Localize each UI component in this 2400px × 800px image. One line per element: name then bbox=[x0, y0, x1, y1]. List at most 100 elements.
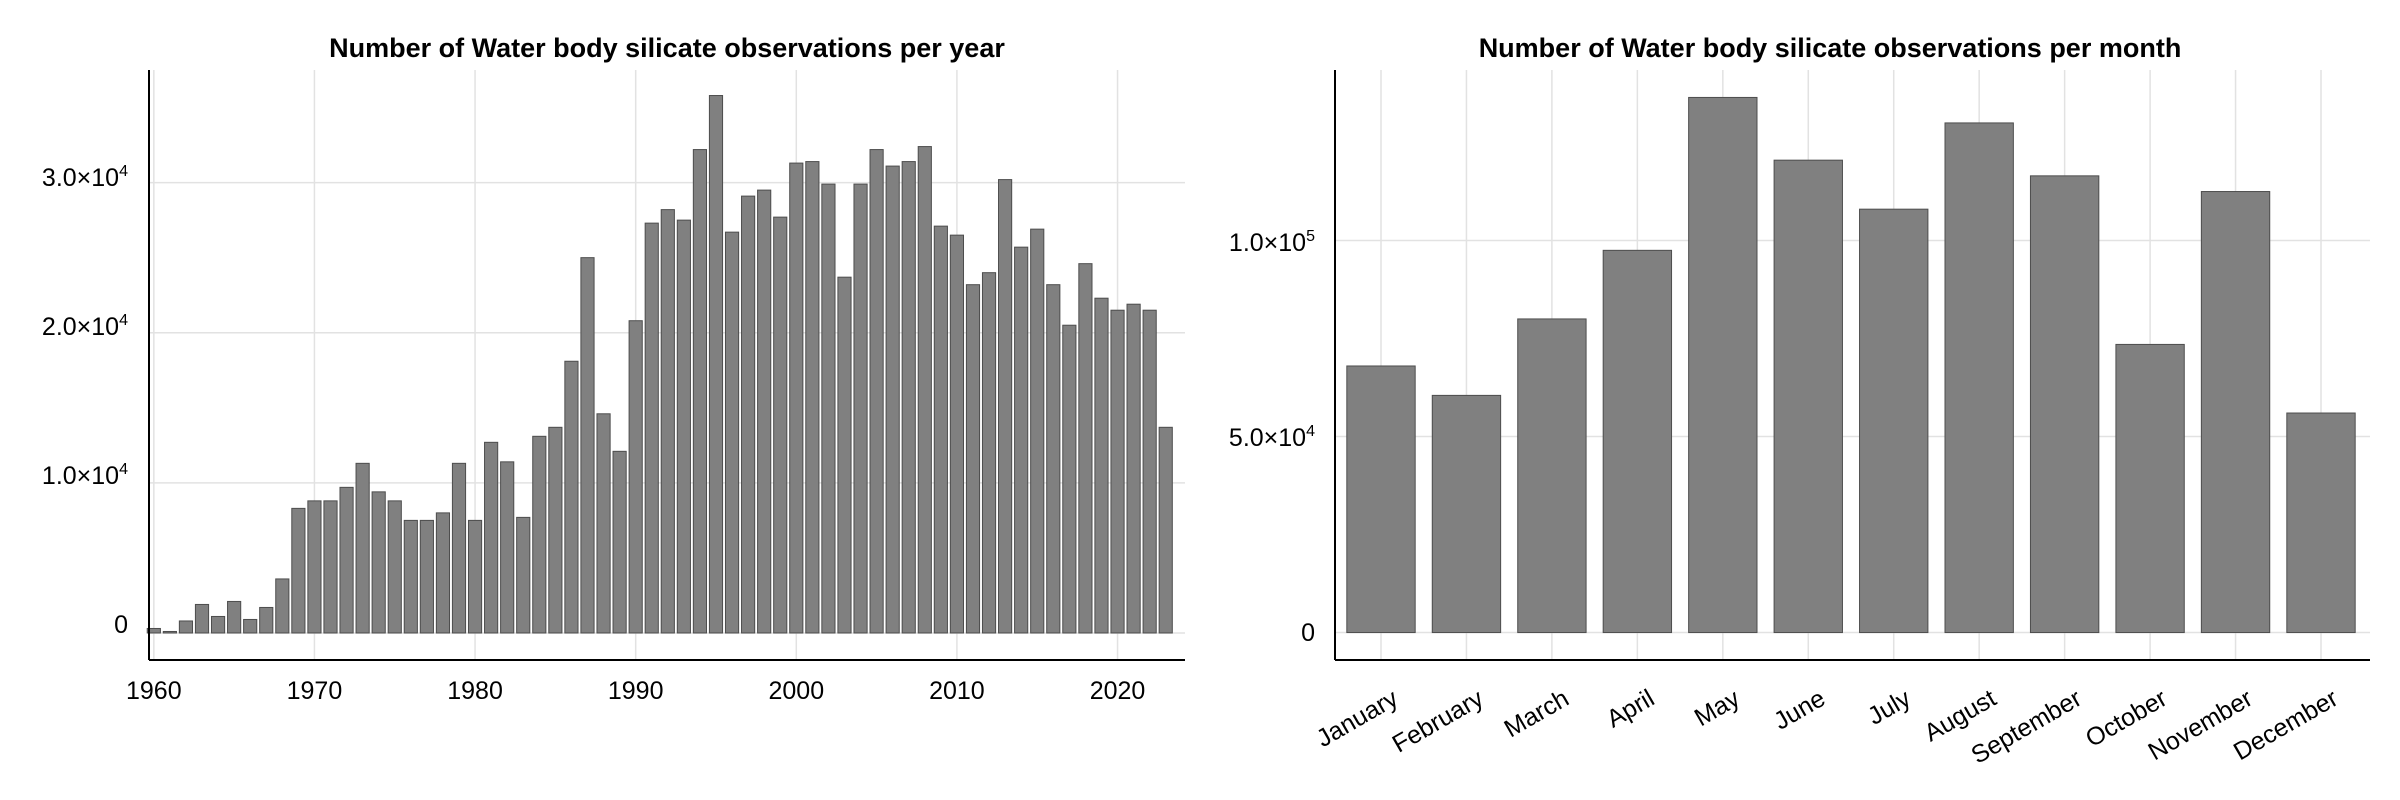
bar-1975 bbox=[387, 500, 402, 634]
bar-1982 bbox=[500, 461, 515, 634]
y-tick-label: 0 bbox=[114, 611, 128, 639]
bar-1987 bbox=[580, 257, 595, 634]
x-tick-label: January bbox=[1312, 684, 1403, 753]
bar-november bbox=[2200, 191, 2271, 634]
bar-1990 bbox=[628, 320, 643, 634]
bar-1980 bbox=[467, 519, 483, 634]
bar-2005 bbox=[869, 149, 884, 634]
bar-1993 bbox=[676, 219, 691, 634]
bar-april bbox=[1602, 249, 1673, 634]
bar-1995 bbox=[708, 95, 724, 634]
bar-2018 bbox=[1078, 263, 1093, 634]
bar-1984 bbox=[532, 435, 547, 634]
bar-december bbox=[2286, 412, 2356, 634]
bar-1989 bbox=[612, 450, 627, 634]
bar-october bbox=[2115, 343, 2185, 634]
bar-1964 bbox=[210, 615, 226, 634]
x-tick-label: 2000 bbox=[768, 677, 824, 705]
bar-1991 bbox=[644, 222, 659, 634]
bar-1974 bbox=[371, 491, 386, 634]
bar-1992 bbox=[660, 209, 675, 634]
x-tick-label: March bbox=[1500, 684, 1574, 743]
bar-1985 bbox=[548, 426, 563, 634]
bar-2006 bbox=[885, 165, 900, 634]
bar-2021 bbox=[1126, 303, 1141, 634]
bar-1967 bbox=[259, 606, 274, 634]
bar-2022 bbox=[1142, 309, 1157, 634]
x-tick-label: July bbox=[1863, 684, 1916, 731]
x-tick-label: February bbox=[1388, 684, 1489, 759]
bar-2015 bbox=[1030, 228, 1045, 634]
bar-1988 bbox=[596, 413, 611, 634]
bar-1970 bbox=[307, 500, 322, 634]
bar-1981 bbox=[484, 441, 499, 634]
monthly-y-ticks: 0 5.0×104 1.0×105 bbox=[1229, 228, 1315, 647]
bar-march bbox=[1517, 318, 1587, 634]
bar-1960 bbox=[146, 627, 161, 634]
x-tick-label: 1970 bbox=[287, 677, 343, 705]
x-tick-label: June bbox=[1769, 684, 1830, 735]
yearly-bars bbox=[146, 95, 1173, 634]
bar-august bbox=[1944, 122, 2014, 634]
bar-2000 bbox=[789, 162, 804, 634]
bar-1998 bbox=[757, 189, 772, 634]
y-tick-label: 3.0×104 bbox=[42, 163, 128, 192]
bar-2014 bbox=[1014, 246, 1029, 634]
bar-2016 bbox=[1046, 284, 1061, 634]
bar-1994 bbox=[692, 149, 708, 634]
bar-2001 bbox=[805, 161, 820, 634]
bar-2013 bbox=[998, 179, 1013, 634]
bar-july bbox=[1859, 208, 1929, 634]
bar-1968 bbox=[275, 578, 290, 634]
bar-june bbox=[1773, 159, 1843, 634]
y-tick-label: 5.0×104 bbox=[1229, 423, 1315, 452]
bar-1961 bbox=[162, 630, 177, 634]
bar-2004 bbox=[853, 183, 868, 634]
yearly-x-ticks: 1960 1970 1980 1990 2000 2010 2020 bbox=[126, 677, 1145, 705]
bar-2020 bbox=[1110, 309, 1125, 634]
bar-2009 bbox=[933, 225, 948, 634]
bar-2002 bbox=[821, 183, 836, 634]
bar-may bbox=[1688, 96, 1758, 634]
bar-1979 bbox=[451, 462, 467, 634]
bar-september bbox=[2029, 175, 2100, 634]
x-tick-label: 2020 bbox=[1090, 677, 1146, 705]
monthly-bars bbox=[1346, 96, 2356, 634]
x-tick-label: 2010 bbox=[929, 677, 985, 705]
bar-2019 bbox=[1094, 297, 1109, 634]
bar-2003 bbox=[837, 276, 852, 634]
yearly-chart-title: Number of Water body silicate observatio… bbox=[329, 33, 1005, 63]
bar-1962 bbox=[178, 620, 194, 634]
bar-1973 bbox=[355, 462, 370, 634]
yearly-y-ticks: 0 1.0×104 2.0×104 3.0×104 bbox=[42, 163, 128, 639]
bar-2017 bbox=[1062, 324, 1077, 634]
bar-1977 bbox=[419, 519, 434, 634]
y-tick-label: 1.0×105 bbox=[1229, 228, 1315, 257]
bar-1963 bbox=[194, 603, 210, 634]
y-tick-label: 2.0×104 bbox=[42, 312, 128, 341]
y-tick-label: 1.0×104 bbox=[42, 461, 128, 490]
bar-1986 bbox=[564, 360, 579, 634]
bar-1999 bbox=[773, 216, 788, 634]
bar-2007 bbox=[901, 161, 916, 634]
bar-1997 bbox=[741, 195, 756, 634]
bar-1971 bbox=[323, 500, 338, 634]
bar-2012 bbox=[981, 272, 997, 634]
bar-1978 bbox=[435, 512, 451, 634]
bar-1966 bbox=[243, 618, 258, 634]
bar-february bbox=[1431, 394, 1502, 634]
x-tick-label: April bbox=[1602, 684, 1659, 733]
yearly-chart: 0 1.0×104 2.0×104 3.0×104 1960 1970 1980 19… bbox=[42, 33, 1185, 705]
bar-january bbox=[1346, 365, 1416, 634]
bar-1996 bbox=[724, 231, 740, 634]
bar-1983 bbox=[516, 516, 531, 634]
y-tick-label: 0 bbox=[1301, 619, 1315, 647]
x-tick-label: 1980 bbox=[447, 677, 503, 705]
bar-1965 bbox=[227, 600, 242, 634]
bar-1976 bbox=[403, 519, 418, 634]
x-tick-label: 1960 bbox=[126, 677, 182, 705]
bar-2011 bbox=[965, 284, 981, 634]
bar-2008 bbox=[917, 146, 932, 634]
